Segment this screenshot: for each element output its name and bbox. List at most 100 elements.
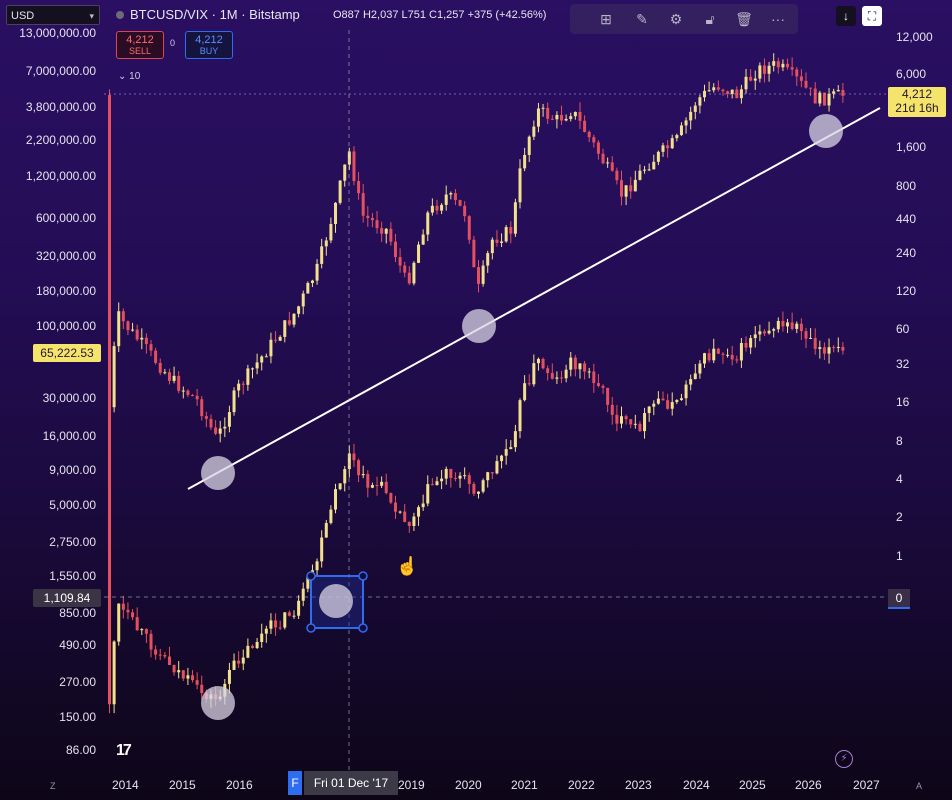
- candle-body: [375, 485, 379, 487]
- candle-body: [550, 118, 554, 120]
- candle-body: [301, 588, 305, 601]
- candle-body: [790, 67, 794, 70]
- settings-icon[interactable]: ⚙: [669, 11, 683, 27]
- candle-body: [799, 76, 803, 81]
- candle-body: [218, 428, 222, 434]
- download-icon[interactable]: ↓: [836, 6, 856, 26]
- candle-body: [753, 78, 757, 81]
- candle-body: [463, 205, 467, 217]
- grid-add-icon[interactable]: ⊞: [600, 11, 612, 27]
- candle-body: [366, 215, 370, 218]
- candle-body: [818, 92, 822, 104]
- year-label: 2025: [739, 778, 766, 792]
- candle-body: [186, 675, 190, 679]
- status-dot-icon: [116, 11, 124, 19]
- candle-body: [822, 92, 826, 106]
- candle-body: [721, 353, 725, 355]
- candle-body: [417, 507, 421, 517]
- trend-line[interactable]: [187, 107, 881, 490]
- candle-body: [679, 125, 683, 136]
- marker-circle[interactable]: [809, 114, 843, 148]
- candle-body: [232, 660, 236, 670]
- candle-body: [536, 108, 540, 127]
- left-price-tag: 65,222.53: [33, 344, 101, 362]
- left-axis-label: 7,000,000.00: [25, 64, 96, 78]
- candle-body: [315, 561, 319, 571]
- candle-body: [195, 680, 199, 685]
- more-icon[interactable]: ···: [771, 11, 785, 27]
- candle-body: [633, 179, 637, 192]
- buy-button[interactable]: 4,212 BUY: [185, 31, 233, 59]
- selected-rectangle[interactable]: [306, 571, 368, 633]
- candle-body: [744, 342, 748, 348]
- indicator-toggle[interactable]: ⌄ 10: [118, 71, 141, 82]
- candle-body: [813, 337, 817, 349]
- candle-body: [619, 180, 623, 197]
- candle-body: [412, 516, 416, 526]
- candle-body: [832, 347, 836, 349]
- brush-icon[interactable]: ✎: [636, 11, 648, 27]
- candle-body: [287, 612, 291, 616]
- candle-body: [684, 384, 688, 399]
- left-axis-label: 150.00: [59, 710, 96, 724]
- marker-circle[interactable]: [201, 456, 235, 490]
- right-axis-label: 8: [896, 434, 903, 448]
- candle-body: [726, 91, 730, 94]
- candle-body: [652, 161, 656, 170]
- candle-body: [716, 87, 720, 90]
- auto-scale-button[interactable]: A: [916, 781, 923, 791]
- candle-body: [274, 339, 278, 341]
- candle-body: [375, 220, 379, 229]
- marker-circle[interactable]: [201, 686, 235, 720]
- candle-body: [158, 654, 162, 656]
- candle-body: [472, 483, 476, 494]
- candle-body: [241, 657, 245, 664]
- candle-body: [370, 217, 374, 221]
- right-axis-label: 1,600: [896, 140, 927, 154]
- bar-countdown: 21d 16h: [895, 101, 939, 115]
- candle-body: [264, 356, 268, 358]
- trash-icon[interactable]: 🗑︎: [735, 11, 753, 27]
- candle-body: [643, 413, 647, 432]
- candle-body: [596, 142, 600, 154]
- candle-body: [693, 105, 697, 112]
- candle-body: [393, 241, 397, 258]
- candle-body: [407, 272, 411, 284]
- candle-body: [666, 145, 670, 149]
- currency-select[interactable]: USD ▾: [6, 5, 100, 25]
- candle-body: [726, 354, 730, 356]
- candle-body: [652, 403, 656, 407]
- right-axis-label: 60: [896, 322, 910, 336]
- candle-body: [679, 398, 683, 401]
- candle-body: [836, 90, 840, 92]
- right-axis-label: 2: [896, 510, 903, 524]
- sell-button[interactable]: 4,212 SELL: [116, 31, 164, 59]
- candle-body: [158, 362, 162, 373]
- marker-circle[interactable]: [462, 309, 496, 343]
- candle-body: [532, 363, 536, 385]
- candle-body: [338, 180, 342, 203]
- fullscreen-icon[interactable]: ⛶: [862, 6, 882, 26]
- left-axis-label: 850.00: [59, 606, 96, 620]
- lightning-icon[interactable]: ⚡︎: [835, 750, 853, 768]
- candle-body: [546, 107, 550, 119]
- candle-body: [250, 645, 254, 649]
- candle-body: [592, 137, 596, 143]
- ohlc-readout: O887 H2,037 L751 C1,257 +375 (+42.56%): [333, 9, 546, 21]
- candle-body: [140, 629, 144, 631]
- symbol-title[interactable]: BTCUSD/VIX · 1M · Bitstamp: [116, 7, 300, 22]
- candle-body: [546, 368, 550, 373]
- candle-body: [532, 126, 536, 137]
- right-axis-label: 12,000: [896, 30, 933, 44]
- zoom-corner-button[interactable]: Z: [50, 781, 56, 791]
- left-axis-label: 600,000.00: [35, 211, 96, 225]
- candle-body: [610, 162, 614, 171]
- lock-icon[interactable]: 🔓︎: [705, 11, 715, 27]
- candle-body: [227, 412, 231, 427]
- candle-body: [177, 670, 181, 673]
- candle-body: [403, 511, 407, 522]
- candle-body: [357, 460, 361, 476]
- candle-body: [167, 372, 171, 381]
- change-value: +375 (+42.56%): [467, 9, 547, 21]
